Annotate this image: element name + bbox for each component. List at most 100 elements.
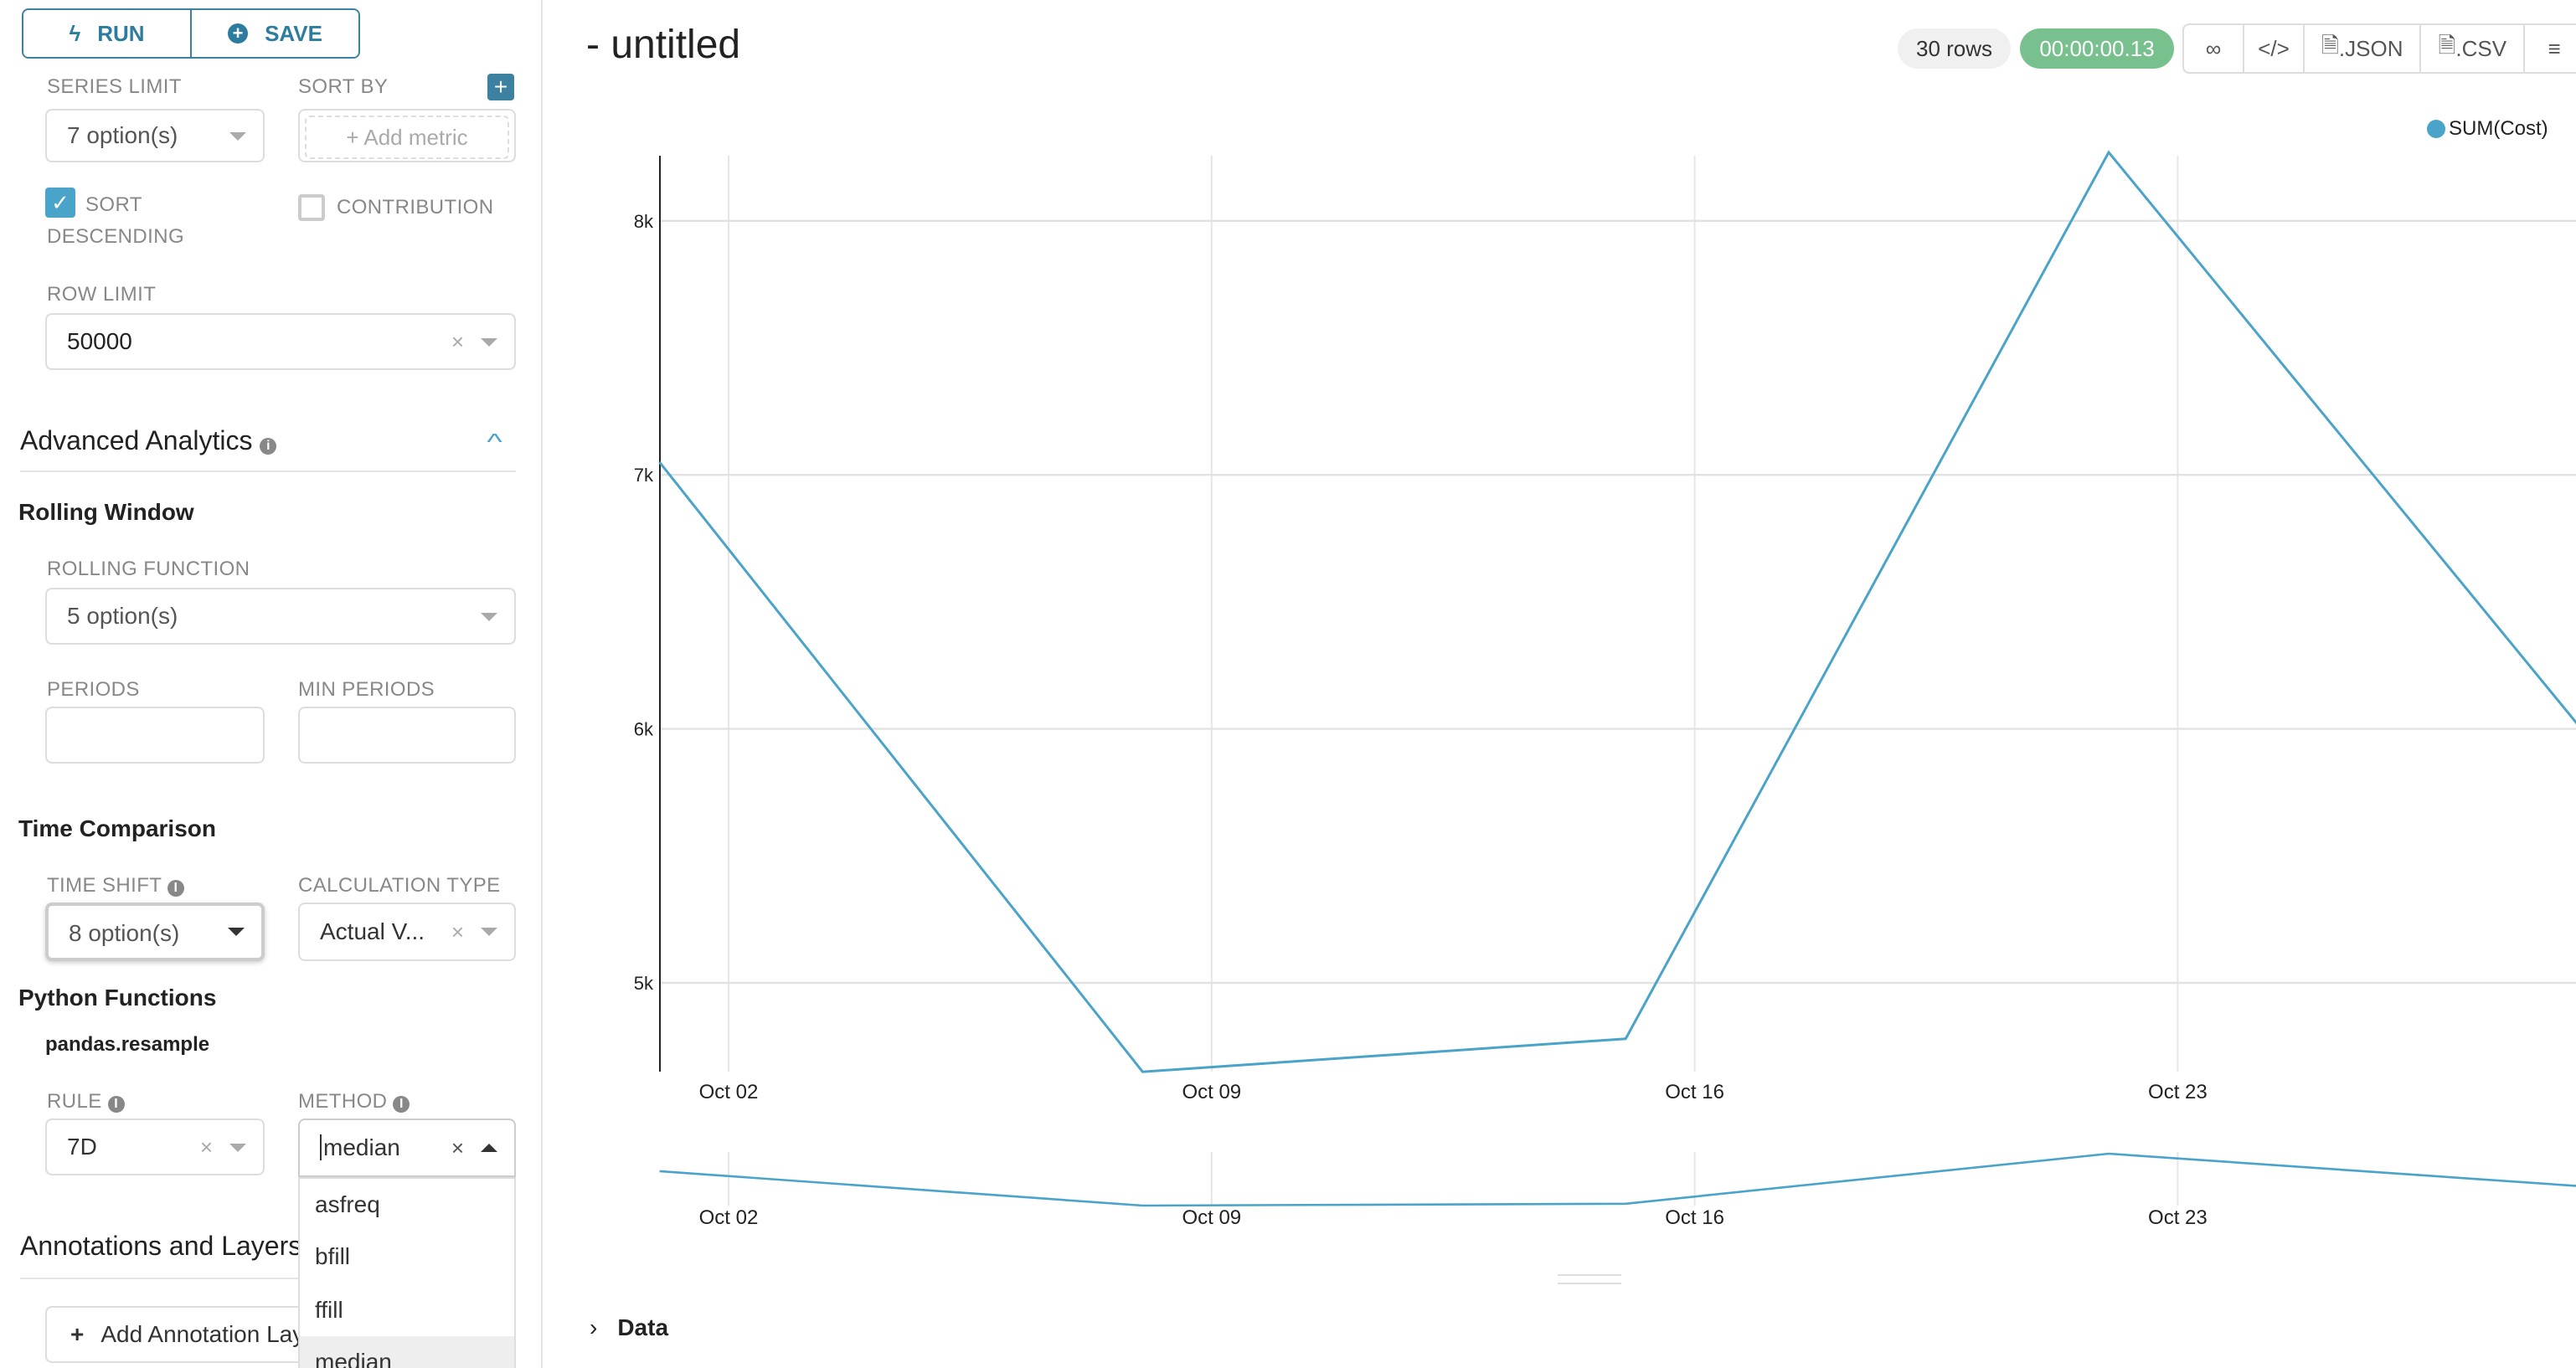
- chart-legend-item[interactable]: SUM(Cost): [2427, 117, 2548, 141]
- brush-x-tick-label: Oct 23: [2148, 1206, 2208, 1229]
- rule-label: RULE i: [47, 1090, 125, 1113]
- rule-select[interactable]: 7D ×: [45, 1119, 265, 1175]
- calc-type-label: CALCULATION TYPE: [298, 874, 501, 897]
- brush-x-tick-label: Oct 02: [699, 1206, 759, 1229]
- rolling-function-select[interactable]: 5 option(s): [45, 588, 516, 645]
- time-comparison-heading: Time Comparison: [18, 815, 216, 841]
- min-periods-input[interactable]: [298, 707, 516, 764]
- contribution-checkbox[interactable]: [298, 194, 325, 221]
- chevron-down-icon: [481, 928, 497, 936]
- chevron-right-icon: ›: [590, 1314, 598, 1340]
- brush-series-line: [659, 1152, 2576, 1207]
- plus-icon: +: [346, 125, 364, 150]
- file-code-icon: 🗎: [2321, 33, 2339, 58]
- check-icon: ✓: [51, 190, 70, 215]
- resize-handle[interactable]: [1558, 1274, 1621, 1284]
- chart-title[interactable]: - untitled: [586, 23, 741, 67]
- x-tick-label: Oct 16: [1665, 1081, 1724, 1103]
- chevron-down-icon: [229, 132, 246, 141]
- calc-type-select[interactable]: Actual V... ×: [298, 903, 516, 961]
- method-label: METHOD i: [298, 1090, 410, 1113]
- python-functions-heading: Python Functions: [18, 985, 217, 1011]
- code-icon: </>: [2258, 35, 2290, 61]
- save-button[interactable]: + SAVE: [192, 10, 358, 57]
- bolt-icon: ϟ: [69, 20, 81, 46]
- link-icon: ∞: [2205, 35, 2222, 61]
- series-line-sum-cost: [658, 150, 2576, 1073]
- info-icon: i: [167, 880, 184, 897]
- x-tick-label: Oct 09: [1182, 1081, 1241, 1103]
- y-tick-label: 8k: [634, 211, 654, 232]
- info-icon: i: [260, 438, 277, 455]
- plus-icon: +: [70, 1321, 85, 1347]
- add-metric-button[interactable]: + Add metric: [305, 116, 509, 159]
- divider: [20, 1278, 516, 1279]
- sort-by-label: SORT BY: [298, 75, 389, 98]
- info-icon: i: [107, 1096, 125, 1113]
- add-sort-button[interactable]: +: [487, 74, 514, 100]
- plus-icon: +: [493, 74, 508, 100]
- export-csv-button[interactable]: 🗎 .CSV: [2421, 25, 2526, 72]
- row-count-badge: 30 rows: [1898, 28, 2012, 69]
- chevron-down-icon: [481, 613, 497, 621]
- clear-icon[interactable]: ×: [451, 1135, 464, 1160]
- sort-by-select[interactable]: + Add metric: [298, 109, 516, 162]
- annotations-header[interactable]: Annotations and Layers: [20, 1231, 302, 1261]
- contribution-label: CONTRIBUTION: [337, 196, 494, 219]
- method-select[interactable]: median ×: [298, 1119, 516, 1177]
- series-limit-select[interactable]: 7 option(s): [45, 109, 265, 162]
- legend-dot-icon: [2427, 120, 2445, 138]
- series-limit-label: SERIES LIMIT: [47, 75, 182, 98]
- rolling-function-label: ROLLING FUNCTION: [47, 558, 250, 580]
- row-limit-select[interactable]: 50000 ×: [45, 313, 516, 370]
- run-button[interactable]: ϟ RUN: [23, 10, 192, 57]
- add-annotation-layer-button[interactable]: + Add Annotation Layer: [45, 1306, 380, 1363]
- periods-label: PERIODS: [47, 678, 140, 701]
- y-tick-label: 7k: [634, 465, 654, 486]
- panel-divider: [541, 0, 543, 1368]
- export-json-button[interactable]: 🗎 .JSON: [2305, 25, 2422, 72]
- method-option-median[interactable]: median: [300, 1336, 514, 1368]
- data-section-toggle[interactable]: › Data: [590, 1314, 669, 1340]
- hamburger-menu-icon: ≡: [2548, 35, 2561, 61]
- time-shift-select[interactable]: 8 option(s): [45, 903, 265, 961]
- y-tick-label: 6k: [634, 719, 654, 740]
- info-icon: i: [393, 1096, 410, 1113]
- periods-input[interactable]: [45, 707, 265, 764]
- link-button[interactable]: ∞: [2184, 25, 2244, 72]
- row-limit-label: ROW LIMIT: [47, 283, 157, 306]
- clear-icon[interactable]: ×: [199, 1134, 213, 1160]
- method-input[interactable]: median: [320, 1134, 400, 1160]
- chevron-down-icon: [229, 1144, 246, 1152]
- method-option-ffill[interactable]: ffill: [315, 1297, 343, 1323]
- divider: [20, 471, 516, 472]
- method-option-asfreq[interactable]: asfreq: [315, 1191, 380, 1217]
- y-tick-label: 5k: [634, 973, 654, 994]
- chevron-up-icon: [481, 1144, 497, 1152]
- method-option-bfill[interactable]: bfill: [315, 1243, 351, 1269]
- brush-x-tick-label: Oct 16: [1665, 1206, 1724, 1229]
- sort-descending-checkbox[interactable]: ✓: [45, 188, 75, 218]
- chevron-down-icon: [228, 928, 245, 936]
- query-timer-badge: 00:00:00.13: [2020, 28, 2174, 69]
- method-dropdown-menu: asfreq bfill ffill median: [298, 1177, 516, 1368]
- clear-icon[interactable]: ×: [451, 919, 464, 944]
- x-tick-label: Oct 02: [699, 1081, 759, 1103]
- chevron-down-icon: [481, 338, 497, 347]
- run-save-group: ϟ RUN + SAVE: [22, 8, 360, 59]
- time-shift-label: TIME SHIFT i: [47, 874, 184, 897]
- min-periods-label: MIN PERIODS: [298, 678, 435, 701]
- file-text-icon: 🗎: [2438, 33, 2456, 58]
- more-menu-button[interactable]: ≡: [2525, 25, 2576, 72]
- clear-icon[interactable]: ×: [451, 329, 464, 354]
- chart-actions-toolbar: ∞ </> 🗎 .JSON 🗎 .CSV ≡: [2182, 23, 2576, 74]
- embed-code-button[interactable]: </>: [2244, 25, 2305, 72]
- chevron-up-icon[interactable]: ^: [487, 429, 502, 455]
- x-tick-label: Oct 23: [2148, 1081, 2208, 1103]
- advanced-analytics-header[interactable]: Advanced Analytics i: [20, 425, 277, 456]
- resample-heading: pandas.resample: [45, 1033, 210, 1056]
- rolling-window-heading: Rolling Window: [18, 499, 194, 525]
- sort-descending-label: SORT DESCENDING: [47, 193, 185, 248]
